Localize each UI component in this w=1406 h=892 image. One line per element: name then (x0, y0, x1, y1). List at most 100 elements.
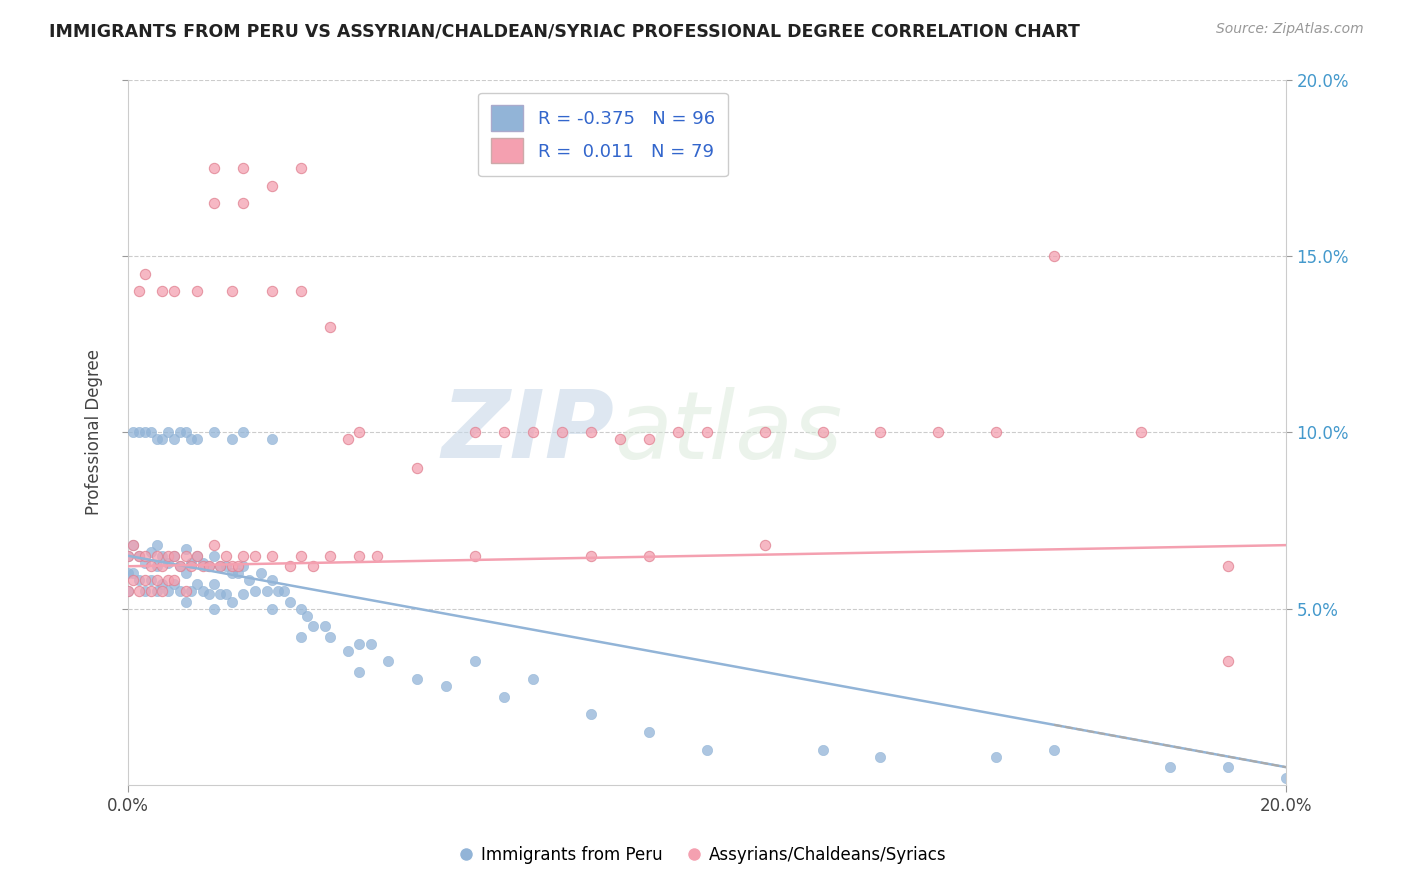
Point (314, 619, 336, 633)
Point (221, 566, 243, 581)
Point (204, 196, 226, 211)
Point (232, 559, 254, 574)
Point (551, 425, 574, 440)
Point (494, 690, 516, 704)
Point (349, 637, 371, 651)
Point (128, 425, 150, 440)
Point (204, 601, 226, 615)
Point (150, 583, 173, 598)
Point (157, 583, 180, 598)
Point (204, 549, 226, 563)
Point (406, 460, 429, 475)
Point (986, 425, 1008, 440)
Point (215, 587, 238, 601)
Point (134, 267, 156, 281)
Point (262, 285, 284, 299)
Point (128, 583, 150, 598)
Point (1216, 760, 1239, 774)
Point (197, 559, 219, 574)
Legend: R = -0.375   N = 96, R =  0.011   N = 79: R = -0.375 N = 96, R = 0.011 N = 79 (478, 93, 728, 176)
Point (150, 433, 173, 447)
Point (128, 285, 150, 299)
Point (637, 433, 659, 447)
Point (186, 549, 208, 563)
Point (319, 549, 342, 563)
Point (579, 707, 602, 722)
Point (204, 577, 226, 591)
Point (169, 425, 191, 440)
Point (336, 433, 359, 447)
Point (232, 196, 254, 211)
Point (1043, 742, 1066, 756)
Point (262, 433, 284, 447)
Point (360, 637, 382, 651)
Point (122, 574, 145, 588)
Point (191, 556, 214, 570)
Point (145, 559, 167, 574)
Point (150, 559, 173, 574)
Point (986, 749, 1008, 764)
Point (1275, 771, 1298, 785)
Point (232, 549, 254, 563)
Point (122, 538, 145, 552)
Point (256, 583, 278, 598)
Text: Source: ZipAtlas.com: Source: ZipAtlas.com (1216, 22, 1364, 37)
Point (226, 566, 249, 581)
Point (336, 644, 359, 658)
Point (163, 577, 186, 591)
Point (226, 559, 249, 574)
Point (150, 577, 173, 591)
Point (209, 559, 232, 574)
Point (243, 583, 266, 598)
Point (232, 425, 254, 440)
Point (249, 566, 271, 581)
Point (278, 594, 301, 608)
Point (579, 549, 602, 563)
Point (180, 559, 202, 574)
Point (139, 559, 162, 574)
Point (1216, 559, 1239, 574)
Point (262, 601, 284, 615)
Point (464, 549, 486, 563)
Point (122, 566, 145, 581)
Point (349, 665, 371, 679)
Point (139, 574, 162, 588)
Point (174, 425, 197, 440)
Point (278, 559, 301, 574)
Point (163, 549, 186, 563)
Point (243, 549, 266, 563)
Point (637, 725, 659, 739)
Text: IMMIGRANTS FROM PERU VS ASSYRIAN/CHALDEAN/SYRIAC PROFESSIONAL DEGREE CORRELATION: IMMIGRANTS FROM PERU VS ASSYRIAN/CHALDEA… (49, 22, 1080, 40)
Point (349, 549, 371, 563)
Point (434, 679, 457, 693)
Point (302, 619, 325, 633)
Point (157, 425, 180, 440)
Point (494, 425, 516, 440)
Point (157, 556, 180, 570)
Point (128, 549, 150, 563)
Point (169, 583, 191, 598)
Point (174, 583, 197, 598)
Point (122, 538, 145, 552)
Point (262, 574, 284, 588)
Point (139, 583, 162, 598)
Point (204, 161, 226, 175)
Point (139, 425, 162, 440)
Point (197, 559, 219, 574)
Point (579, 425, 602, 440)
Text: ZIP: ZIP (441, 386, 614, 478)
Point (134, 574, 156, 588)
Point (366, 549, 388, 563)
Point (117, 566, 139, 581)
Point (139, 545, 162, 559)
Point (811, 742, 834, 756)
Point (145, 538, 167, 552)
Point (209, 559, 232, 574)
Point (1130, 425, 1153, 440)
Point (1216, 655, 1239, 669)
Point (221, 433, 243, 447)
Point (1159, 760, 1181, 774)
Point (302, 559, 325, 574)
Point (238, 574, 260, 588)
Text: atlas: atlas (614, 387, 842, 478)
